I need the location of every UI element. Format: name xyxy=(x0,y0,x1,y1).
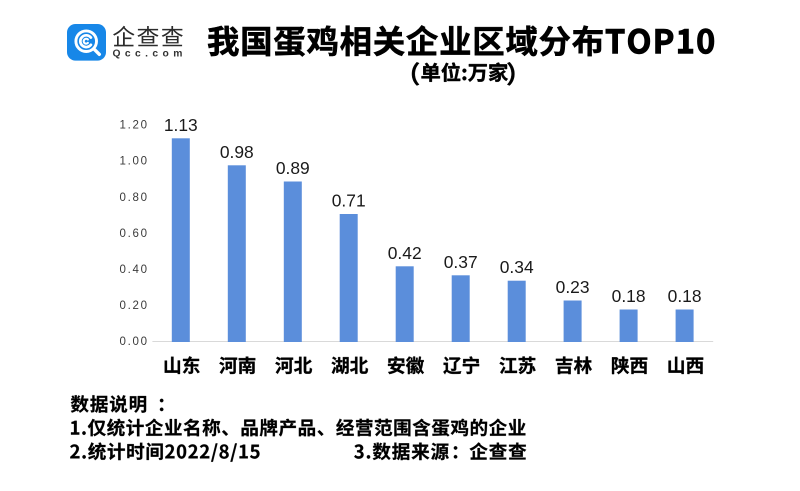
svg-text:0.89: 0.89 xyxy=(276,158,310,178)
svg-text:0.34: 0.34 xyxy=(500,257,534,277)
svg-text:1.20: 1.20 xyxy=(120,120,149,132)
svg-text:0.37: 0.37 xyxy=(444,252,478,272)
svg-text:0.18: 0.18 xyxy=(612,286,646,306)
svg-text:0.80: 0.80 xyxy=(120,192,149,204)
svg-text:0.18: 0.18 xyxy=(668,286,702,306)
svg-text:0.60: 0.60 xyxy=(120,228,149,240)
svg-text:0.23: 0.23 xyxy=(556,277,590,297)
svg-text:0.42: 0.42 xyxy=(388,243,422,263)
svg-text:Qcc.com: Qcc.com xyxy=(113,49,187,60)
svg-text:0.71: 0.71 xyxy=(332,191,366,211)
svg-text:0.00: 0.00 xyxy=(120,336,149,348)
svg-text:0.20: 0.20 xyxy=(120,300,149,312)
svg-text:0.40: 0.40 xyxy=(120,264,149,276)
svg-text:1.13: 1.13 xyxy=(164,115,198,135)
svg-text:1.00: 1.00 xyxy=(120,156,149,168)
svg-text:0.98: 0.98 xyxy=(220,142,254,162)
